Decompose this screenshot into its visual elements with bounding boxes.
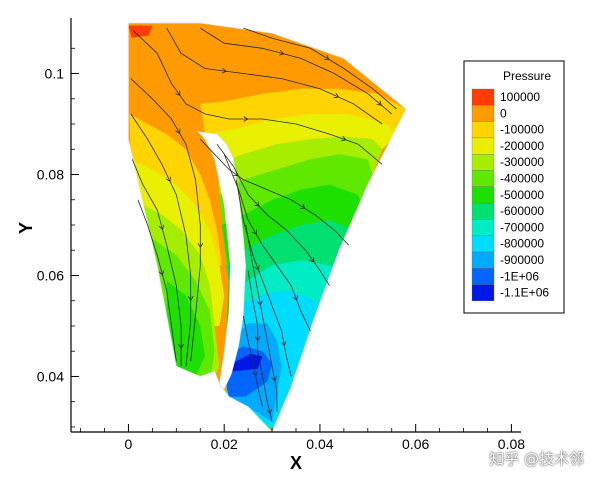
legend-label: -900000 bbox=[500, 253, 544, 267]
streamline bbox=[216, 143, 330, 286]
blade-gap bbox=[197, 131, 246, 390]
streamline bbox=[243, 27, 397, 110]
streamline bbox=[137, 199, 177, 362]
axes: 0 0.02 0.04 0.06 0.08 0.04 0.06 0.08 0.1 X Y bbox=[16, 18, 525, 473]
legend-label: -200000 bbox=[500, 139, 544, 153]
contour-band bbox=[200, 88, 407, 135]
y-axis-title: Y bbox=[16, 222, 36, 234]
y-tick-label: 0.06 bbox=[37, 267, 64, 283]
streamline bbox=[247, 270, 273, 422]
contour-band bbox=[130, 159, 225, 326]
x-tick-label: 0.02 bbox=[211, 436, 238, 452]
streamline bbox=[242, 315, 263, 407]
streamline-arrow bbox=[251, 229, 257, 235]
y-tick-label: 0.04 bbox=[37, 368, 64, 384]
legend-label: 0 bbox=[500, 106, 507, 120]
x-tick-label: 0.04 bbox=[306, 436, 333, 452]
legend-swatch bbox=[471, 219, 495, 236]
streamline-arrow bbox=[158, 224, 165, 231]
streamline-arrow bbox=[280, 341, 287, 347]
legend-swatch bbox=[471, 154, 495, 171]
legend-swatch bbox=[471, 186, 495, 204]
streamline-arrow bbox=[309, 257, 315, 263]
x-tick-label: 0.08 bbox=[498, 436, 525, 452]
pressure-contours bbox=[128, 23, 407, 432]
legend-label: -700000 bbox=[500, 220, 544, 234]
x-tick-label: 0.06 bbox=[402, 436, 429, 452]
legend-label: -1.1E+06 bbox=[500, 286, 549, 300]
streamline-arrow bbox=[254, 201, 260, 207]
streamline-arrow bbox=[165, 176, 171, 183]
legend-label: -300000 bbox=[500, 155, 544, 169]
streamline bbox=[245, 224, 278, 412]
contour-band bbox=[128, 28, 407, 109]
x-tick-label: 0 bbox=[125, 436, 133, 452]
streamline-arrow bbox=[271, 376, 277, 382]
legend-swatch bbox=[471, 170, 495, 187]
streamlines bbox=[130, 27, 397, 422]
legend-label: -100000 bbox=[500, 123, 544, 137]
streamline-arrow bbox=[221, 67, 227, 74]
contour-band bbox=[226, 353, 263, 372]
streamline bbox=[200, 27, 392, 115]
streamline-arrow bbox=[300, 203, 306, 209]
y-tick-label: 0.08 bbox=[37, 167, 64, 183]
streamline-arrow bbox=[278, 50, 285, 56]
legend-title: Pressure bbox=[503, 69, 551, 83]
streamline bbox=[132, 30, 383, 165]
legend-items: 100000 0 -100000 -200000 -300000 -400000 -5000… bbox=[471, 88, 549, 302]
streamline-arrow bbox=[243, 116, 249, 122]
pressure-legend: Pressure 100000 0 -100000 -200000 -300000 -40… bbox=[463, 60, 565, 314]
legend-swatch bbox=[471, 88, 495, 106]
contour-band bbox=[166, 280, 205, 377]
streamline bbox=[200, 138, 349, 246]
streamline-arrow bbox=[292, 295, 298, 301]
streamline-arrow bbox=[324, 55, 330, 60]
streamline-arrow bbox=[257, 300, 263, 306]
legend-label: -500000 bbox=[500, 188, 544, 202]
streamline bbox=[131, 159, 182, 367]
streamline-arrow bbox=[341, 135, 347, 142]
legend-label: -800000 bbox=[500, 237, 544, 251]
legend-label: -400000 bbox=[500, 172, 544, 186]
streamline-arrow bbox=[175, 128, 181, 134]
legend-swatch bbox=[471, 202, 495, 220]
legend-label: -1E+06 bbox=[500, 269, 539, 283]
legend-swatch bbox=[471, 235, 495, 253]
streamline-arrow bbox=[376, 100, 382, 106]
streamline-arrow bbox=[175, 90, 181, 97]
x-axis-title: X bbox=[290, 453, 302, 473]
streamline-arrow bbox=[178, 343, 184, 349]
streamline-arrow bbox=[197, 242, 204, 248]
streamline-arrow bbox=[254, 336, 261, 342]
legend-swatch bbox=[471, 137, 495, 155]
x-ticks: 0 0.02 0.04 0.06 0.08 bbox=[80, 424, 525, 452]
legend-swatch bbox=[471, 121, 495, 139]
contour-band bbox=[129, 113, 222, 266]
legend-swatch bbox=[471, 105, 495, 122]
streamline-arrow bbox=[333, 92, 340, 99]
legend-label: -600000 bbox=[500, 204, 544, 218]
legend-swatch bbox=[471, 284, 495, 302]
streamline-arrow bbox=[187, 295, 194, 301]
contour-band bbox=[205, 113, 397, 165]
streamline bbox=[235, 179, 292, 377]
legend-label: 100000 bbox=[500, 90, 540, 104]
streamline bbox=[130, 78, 201, 362]
streamline bbox=[130, 113, 192, 367]
streamline bbox=[223, 154, 311, 332]
y-ticks: 0.04 0.06 0.08 0.1 bbox=[37, 47, 79, 428]
streamline-arrow bbox=[254, 265, 260, 271]
contour-band bbox=[217, 136, 383, 195]
streamline-arrow bbox=[158, 270, 165, 276]
watermark: 知乎 @技术邻 bbox=[489, 450, 584, 468]
streamline-arrow bbox=[252, 371, 258, 377]
legend-swatch bbox=[471, 268, 495, 285]
y-tick-label: 0.1 bbox=[45, 66, 65, 82]
legend-swatch bbox=[471, 251, 495, 269]
streamline-arrow bbox=[266, 409, 272, 415]
streamline bbox=[166, 27, 383, 125]
